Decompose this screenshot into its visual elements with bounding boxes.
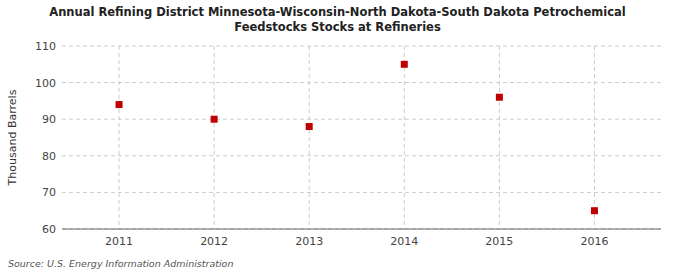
y-axis-label: Thousand Barrels	[6, 89, 19, 186]
point	[116, 101, 123, 108]
x-grid-line	[309, 46, 310, 229]
x-tick-label: 2016	[580, 235, 608, 248]
y-tick-label: 110	[35, 40, 56, 53]
point	[306, 123, 313, 130]
y-grid-line	[62, 82, 661, 83]
y-grid-line	[62, 119, 661, 120]
x-grid-line	[214, 46, 215, 229]
x-tick-label: 2012	[200, 235, 228, 248]
chart-svg: Annual Refining District Minnesota-Wisco…	[0, 0, 675, 275]
points	[116, 61, 598, 214]
x-tick-label: 2015	[485, 235, 513, 248]
y-grid-line	[62, 192, 661, 193]
title-line: Annual Refining District Minnesota-Wisco…	[49, 5, 625, 19]
y-tick-label: 100	[35, 77, 56, 90]
point	[211, 116, 218, 123]
y-tick-label: 80	[42, 150, 56, 163]
title-line: Feedstocks Stocks at Refineries	[234, 20, 441, 34]
x-axis-line	[62, 229, 661, 230]
x-tick-label: 2011	[105, 235, 133, 248]
source-note: Source: U.S. Energy Information Administ…	[8, 258, 233, 269]
y-tick-label: 70	[42, 186, 56, 199]
title: Annual Refining District Minnesota-Wisco…	[49, 5, 625, 34]
x-grid-line	[499, 46, 500, 229]
x-grid-line	[119, 46, 120, 229]
x-grid-line	[594, 46, 595, 229]
y-grid-line	[62, 229, 661, 230]
point	[591, 207, 598, 214]
chart-container: Annual Refining District Minnesota-Wisco…	[0, 0, 675, 275]
x-tick-label: 2014	[390, 235, 418, 248]
point	[496, 94, 503, 101]
y-grid-line	[62, 46, 661, 47]
grid	[62, 46, 661, 229]
point	[401, 61, 408, 68]
x-grid-line	[404, 46, 405, 229]
x-tick-label: 2013	[295, 235, 323, 248]
y-tick-label: 60	[42, 223, 56, 236]
y-grid-line	[62, 155, 661, 156]
y-tick-label: 90	[42, 113, 56, 126]
